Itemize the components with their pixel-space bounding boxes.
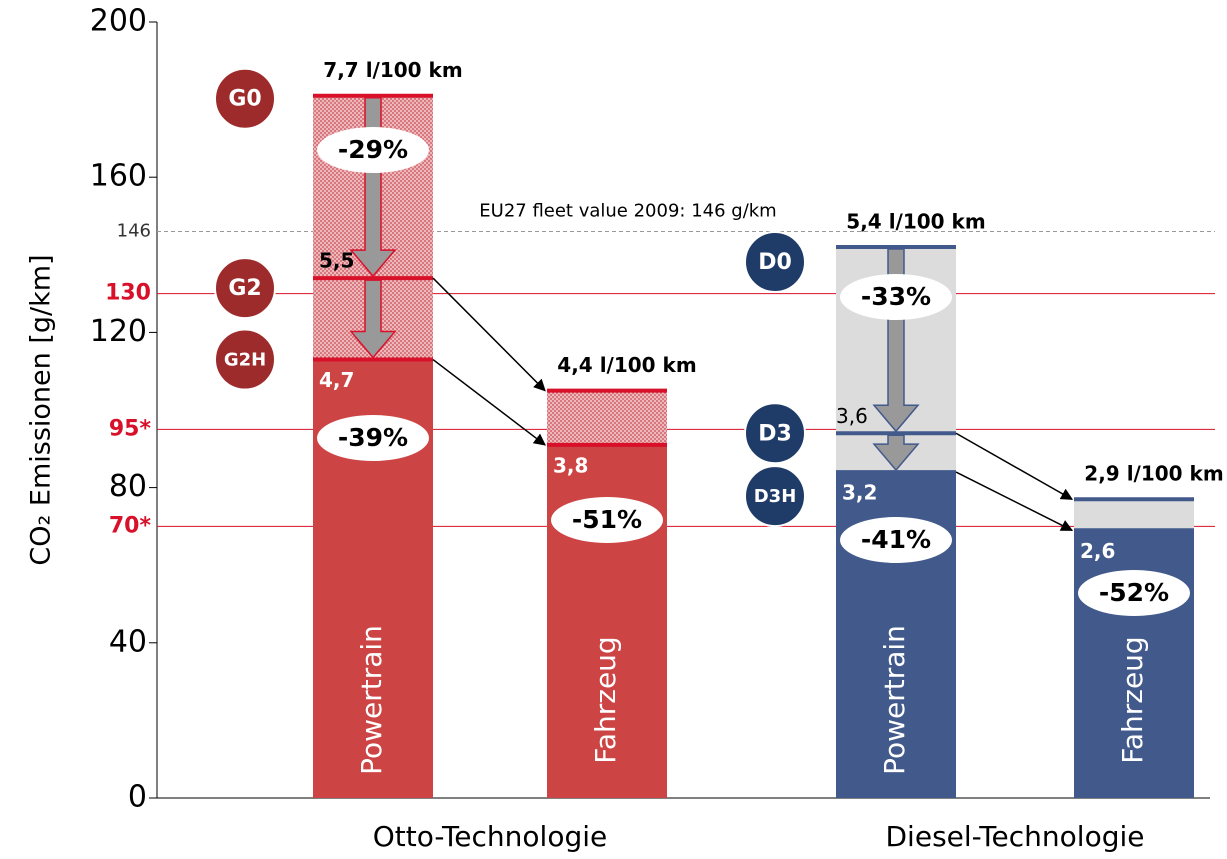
badge-label: D3 <box>758 421 792 446</box>
badge <box>744 402 806 465</box>
connector <box>432 358 546 446</box>
reference-note: EU27 fleet value 2009: 146 g/km <box>479 201 776 222</box>
reduction-badge <box>317 415 429 461</box>
badge-label: G2H <box>224 350 266 371</box>
reduction-badge <box>1078 570 1190 616</box>
bar-label: Fahrzeug <box>1116 636 1149 763</box>
bar-label: Powertrain <box>355 625 388 775</box>
reference-label: 70* <box>109 513 152 538</box>
badge <box>214 257 276 320</box>
reduction-arrow <box>349 279 397 359</box>
fuel-base-label: 3,8 <box>553 453 588 477</box>
reduction-badge <box>840 274 952 320</box>
reference-label: 146 <box>117 221 151 242</box>
y-axis-label: CO₂ Emissionen [g/km] <box>26 254 57 565</box>
reference-label: 95* <box>109 416 152 441</box>
fuel-top-label: 7,7 l/100 km <box>323 58 462 82</box>
reduction-arrow <box>349 96 397 278</box>
reduction-badge <box>317 127 429 173</box>
group-label: Otto-Technologie <box>373 820 607 853</box>
badge-label: G2 <box>228 276 261 301</box>
reference-label: 130 <box>105 281 151 306</box>
reduction-label: -52% <box>1099 578 1169 607</box>
reduction-badge <box>551 497 663 543</box>
badge <box>214 67 276 130</box>
reduction-label: -33% <box>861 282 931 311</box>
fuel-top-label: 2,9 l/100 km <box>1084 462 1223 486</box>
mid-label: 3,6 <box>836 404 868 428</box>
badge <box>214 328 276 391</box>
fuel-base-label: 4,7 <box>319 368 354 392</box>
bar-label: Fahrzeug <box>589 636 622 763</box>
y-tick-label: 200 <box>90 4 147 39</box>
connector <box>955 471 1074 531</box>
connector <box>955 432 1074 500</box>
bar-label: Powertrain <box>878 625 911 775</box>
reduction-label: -29% <box>338 135 408 164</box>
reduction-label: -39% <box>338 423 408 452</box>
badge-label: D3H <box>754 486 797 507</box>
reduction-badge <box>840 517 952 563</box>
fuel-base-label: 2,6 <box>1080 539 1115 563</box>
badge-label: G0 <box>228 87 261 112</box>
bar-top <box>547 390 667 445</box>
mid-label: 5,5 <box>319 249 354 273</box>
reduction-arrow <box>872 434 920 472</box>
reduction-label: -41% <box>861 525 931 554</box>
y-tick-label: 120 <box>90 314 147 349</box>
y-tick-label: 40 <box>109 624 147 659</box>
bar-top <box>1074 499 1194 531</box>
y-tick-label: 160 <box>90 159 147 194</box>
fuel-base-label: 3,2 <box>842 481 877 505</box>
badge-label: D0 <box>758 250 792 275</box>
y-tick-label: 80 <box>109 469 147 504</box>
reduction-label: -51% <box>572 505 642 534</box>
group-label: Diesel-Technologie <box>886 820 1145 853</box>
fuel-top-label: 5,4 l/100 km <box>846 210 985 234</box>
badge <box>744 231 806 294</box>
y-tick-label: 0 <box>128 780 147 815</box>
connector <box>432 277 546 392</box>
fuel-top-label: 4,4 l/100 km <box>557 353 696 377</box>
badge <box>744 465 806 528</box>
